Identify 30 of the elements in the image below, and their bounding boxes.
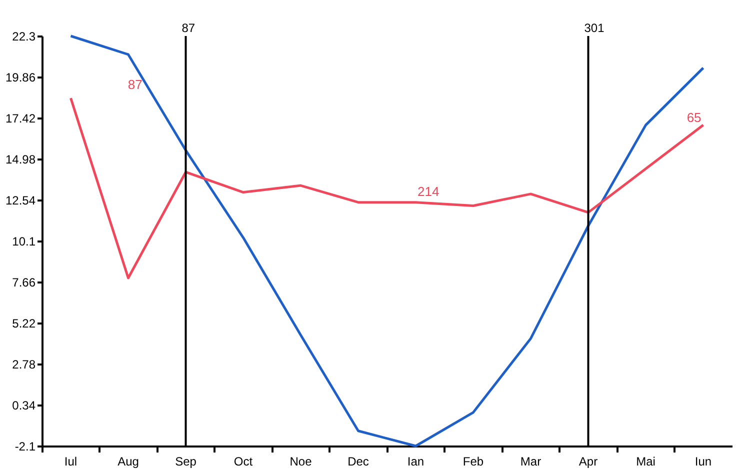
line-series — [70, 34, 704, 448]
x-tick-label: Aug — [118, 454, 139, 468]
x-tick-label: Ian — [407, 454, 424, 468]
x-tick-label: Feb — [462, 454, 484, 468]
x-tick-label: Dec — [348, 454, 369, 468]
x-tick-label: Apr — [578, 454, 598, 468]
line-series — [70, 96, 704, 280]
annotation: 65 — [686, 110, 702, 125]
annotation: 87 — [128, 77, 142, 92]
ref-line-label: 87 — [182, 21, 196, 35]
y-tick-label: 14.98 — [5, 152, 36, 166]
y-tick-label: 2.78 — [12, 358, 36, 372]
x-tick-label: Iul — [64, 454, 78, 468]
y-tick-label: -2.1 — [14, 440, 36, 454]
y-tick-label: 17.42 — [5, 112, 36, 126]
x-tick-label: Mar — [520, 454, 542, 468]
y-tick-label: 19.86 — [5, 70, 36, 84]
y-tick-label: 22.3 — [12, 30, 36, 44]
y-tick-label: 7.66 — [12, 276, 36, 290]
y-tick-label: 5.22 — [12, 316, 36, 330]
y-tick-label: 0.34 — [12, 398, 36, 412]
y-tick-label: 12.54 — [5, 194, 36, 208]
x-tick-label: Iun — [694, 454, 712, 468]
x-tick-label: Oct — [234, 454, 254, 468]
ref-line-label: 301 — [584, 21, 605, 35]
x-tick-label: Sep — [175, 454, 197, 468]
y-tick-label: 10.1 — [12, 234, 36, 248]
annotation: 214 — [418, 184, 440, 199]
x-tick-label: Mai — [636, 454, 656, 468]
x-tick-label: Noe — [290, 454, 312, 468]
